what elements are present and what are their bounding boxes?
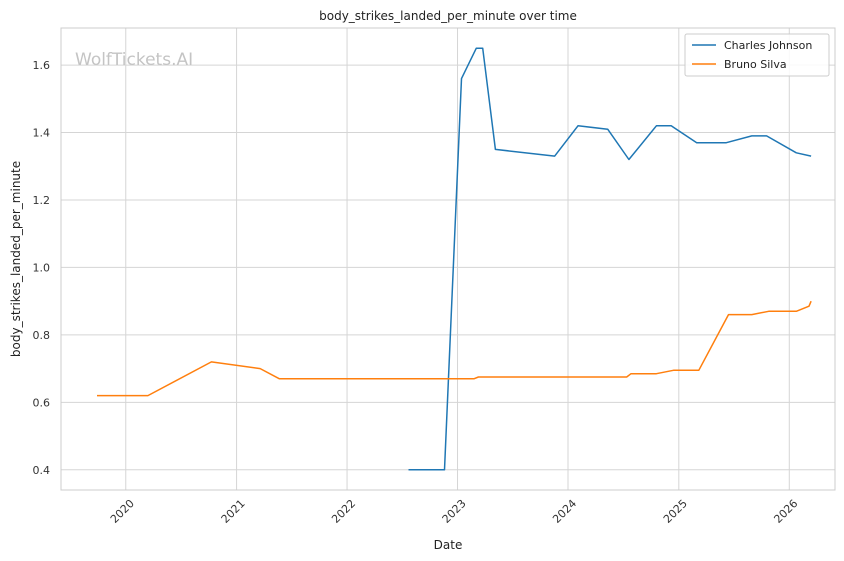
y-tick-label: 0.8 [33, 329, 51, 342]
y-tick-label: 1.6 [33, 59, 51, 72]
legend-box [684, 33, 830, 77]
watermark-text: WolfTickets.AI [75, 50, 193, 70]
x-axis-label: Date [434, 538, 463, 552]
y-tick-label: 0.6 [33, 396, 51, 409]
y-tick-label: 1.2 [33, 194, 51, 207]
series-line-bruno-silva [97, 300, 812, 397]
y-axis-label: body_strikes_landed_per_minute [9, 161, 23, 357]
series-line-charles-johnson [408, 47, 812, 471]
legend: Charles Johnson Bruno Silva [684, 33, 830, 77]
y-tick-label: 1.0 [33, 261, 51, 274]
chart-title: body_strikes_landed_per_minute over time [319, 9, 577, 23]
y-tick-label: 1.4 [33, 127, 51, 140]
legend-label-bruno-silva: Bruno Silva [724, 58, 787, 71]
legend-label-charles-johnson: Charles Johnson [724, 39, 812, 52]
y-axis-ticks: 0.4 0.6 0.8 1.0 1.2 1.4 1.6 [33, 59, 51, 477]
y-tick-label: 0.4 [33, 464, 51, 477]
plot-area [60, 27, 836, 491]
series-group [97, 47, 812, 471]
